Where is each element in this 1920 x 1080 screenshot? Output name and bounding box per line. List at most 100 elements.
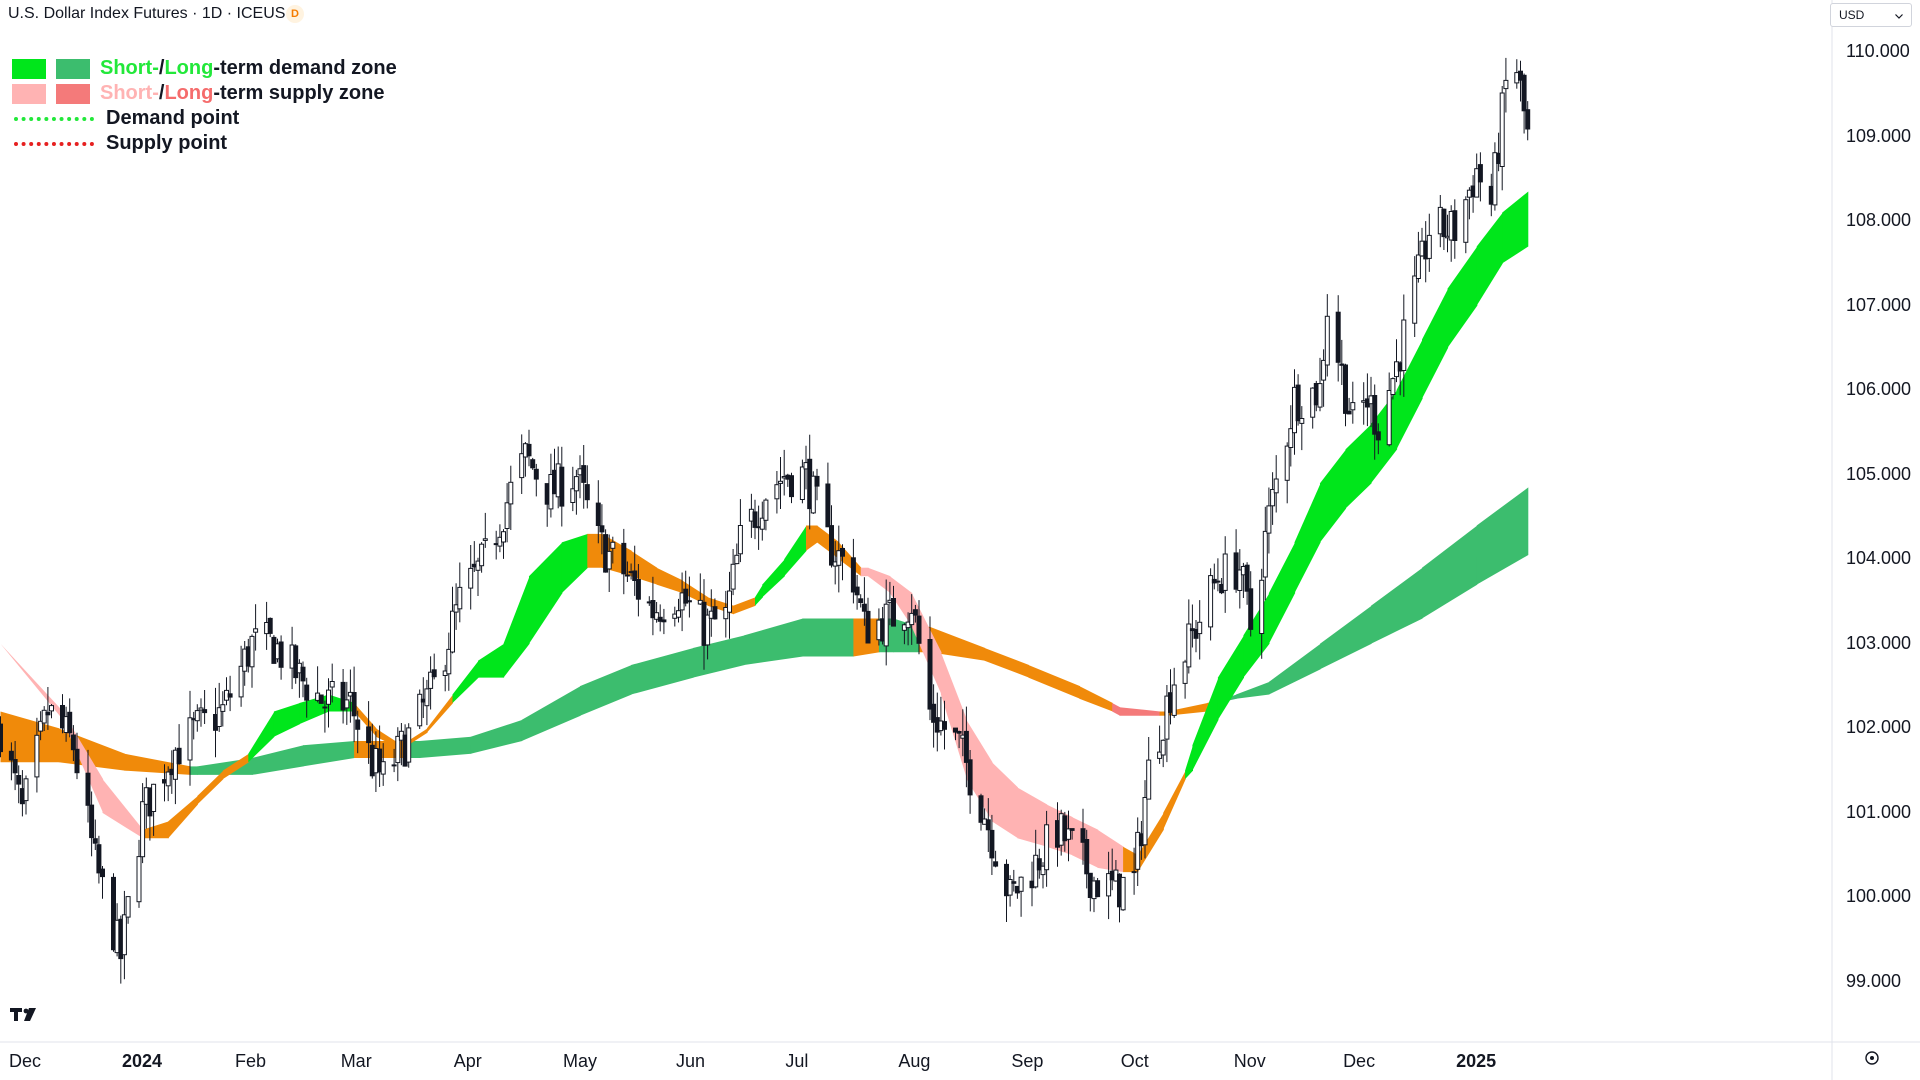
candle-down — [351, 692, 357, 717]
short-term-zone-segment — [868, 567, 891, 594]
candle-up — [194, 710, 200, 722]
candle-down — [927, 639, 933, 710]
candle-up — [326, 689, 331, 705]
candle-up — [23, 778, 29, 802]
candle-down — [526, 443, 532, 457]
symbol-title[interactable]: U.S. Dollar Index Futures · 1D · ICEUS — [8, 5, 286, 22]
chart-legend: Short- / Long -term demand zone Short- / L… — [12, 56, 397, 156]
candle-down — [1248, 588, 1254, 630]
short-term-zone-segment — [1345, 424, 1372, 509]
candle-up — [1273, 478, 1279, 494]
candle-up — [125, 896, 131, 918]
time-tick-label: 2024 — [121, 1051, 163, 1071]
candle-up — [774, 484, 780, 500]
long-term-zone-segment — [303, 741, 355, 767]
candle-down — [227, 693, 233, 698]
time-tick-label: Feb — [234, 1051, 267, 1071]
legend-swatch — [56, 83, 90, 104]
candle-down — [850, 557, 856, 593]
short-term-zone-segment — [1243, 593, 1270, 678]
candle-down — [1080, 828, 1086, 843]
candle-up — [519, 453, 525, 479]
time-tick-label: Dec — [9, 1051, 42, 1071]
legend-item: Short- / Long -term demand zone — [12, 56, 397, 81]
candle-up — [1007, 879, 1013, 896]
candle-down — [45, 711, 51, 716]
candle-down — [854, 586, 860, 596]
candle-up — [1415, 254, 1421, 279]
candle-down — [1062, 815, 1068, 842]
short-term-zone-segment — [682, 580, 709, 606]
candle-down — [1084, 839, 1090, 875]
long-term-zone-segment — [693, 635, 745, 678]
data-badge[interactable]: D — [286, 5, 304, 23]
candle-down — [1095, 880, 1101, 898]
long-term-zone-segment — [419, 736, 472, 758]
time-tick-label: Sep — [1011, 1051, 1044, 1071]
long-term-zone-segment — [580, 665, 632, 716]
candle-down — [1069, 828, 1075, 831]
candle-up — [406, 727, 412, 763]
candle-down — [686, 600, 692, 603]
candle-down — [621, 542, 627, 575]
candle-up — [654, 612, 660, 620]
candle-down — [632, 570, 638, 581]
long-term-zone-segment — [1119, 707, 1161, 716]
tradingview-logo-icon[interactable] — [10, 1006, 42, 1027]
short-term-zone-segment — [168, 796, 198, 839]
candle-up — [810, 475, 816, 514]
time-tick-label: Mar — [340, 1051, 372, 1071]
short-term-zone-band — [0, 191, 1529, 873]
candle-down — [993, 861, 999, 867]
candle-down — [8, 750, 14, 761]
legend-swatch — [12, 83, 46, 104]
candle-down — [278, 641, 284, 668]
currency-selector[interactable]: USD — [1830, 3, 1912, 27]
short-term-zone-segment — [1396, 339, 1423, 450]
short-term-zone-segment — [966, 719, 993, 822]
price-tick-label: 106.000 — [1846, 379, 1912, 400]
candle-up — [322, 706, 328, 709]
candle-up — [136, 856, 142, 903]
candle-up — [1350, 402, 1356, 411]
currency-label: USD — [1839, 8, 1865, 22]
candle-up — [1164, 695, 1170, 740]
short-term-zone-segment — [222, 753, 249, 780]
candle-down — [202, 709, 208, 714]
candle-down — [530, 459, 536, 469]
candle-up — [778, 480, 783, 484]
candle-down — [840, 548, 845, 557]
short-term-zone-segment — [631, 550, 658, 585]
legend-text: -term supply zone — [213, 82, 385, 104]
candle-down — [89, 804, 95, 839]
candle-up — [705, 614, 711, 646]
legend-swatch — [56, 58, 90, 79]
short-term-zone-segment — [1502, 191, 1529, 264]
candle-up — [41, 709, 47, 724]
candle-up — [1259, 579, 1265, 634]
long-term-zone-segment — [744, 618, 803, 665]
candle-up — [1171, 684, 1177, 716]
candle-up — [1146, 759, 1152, 800]
long-term-zone-segment — [1028, 665, 1080, 699]
candle-up — [49, 705, 54, 712]
time-tick-label: Dec — [1343, 1051, 1376, 1071]
candle-up — [1321, 359, 1327, 381]
candle-up — [508, 481, 514, 505]
candle-down — [300, 666, 306, 682]
legend-text: / — [158, 82, 165, 104]
candle-up — [676, 610, 681, 618]
short-term-zone-segment — [860, 567, 869, 577]
candle-down — [978, 795, 984, 823]
legend-text: Short- — [100, 57, 159, 79]
short-term-zone-segment — [529, 542, 563, 644]
candle-down — [559, 466, 565, 507]
short-term-zone-segment — [1137, 812, 1164, 873]
candle-up — [504, 502, 510, 529]
legend-text: -term demand zone — [213, 57, 397, 79]
long-term-zone-segment — [354, 741, 370, 758]
candle-up — [417, 693, 423, 727]
settings-gear-icon[interactable] — [1864, 1050, 1880, 1071]
long-term-zone-segment — [1422, 525, 1478, 619]
